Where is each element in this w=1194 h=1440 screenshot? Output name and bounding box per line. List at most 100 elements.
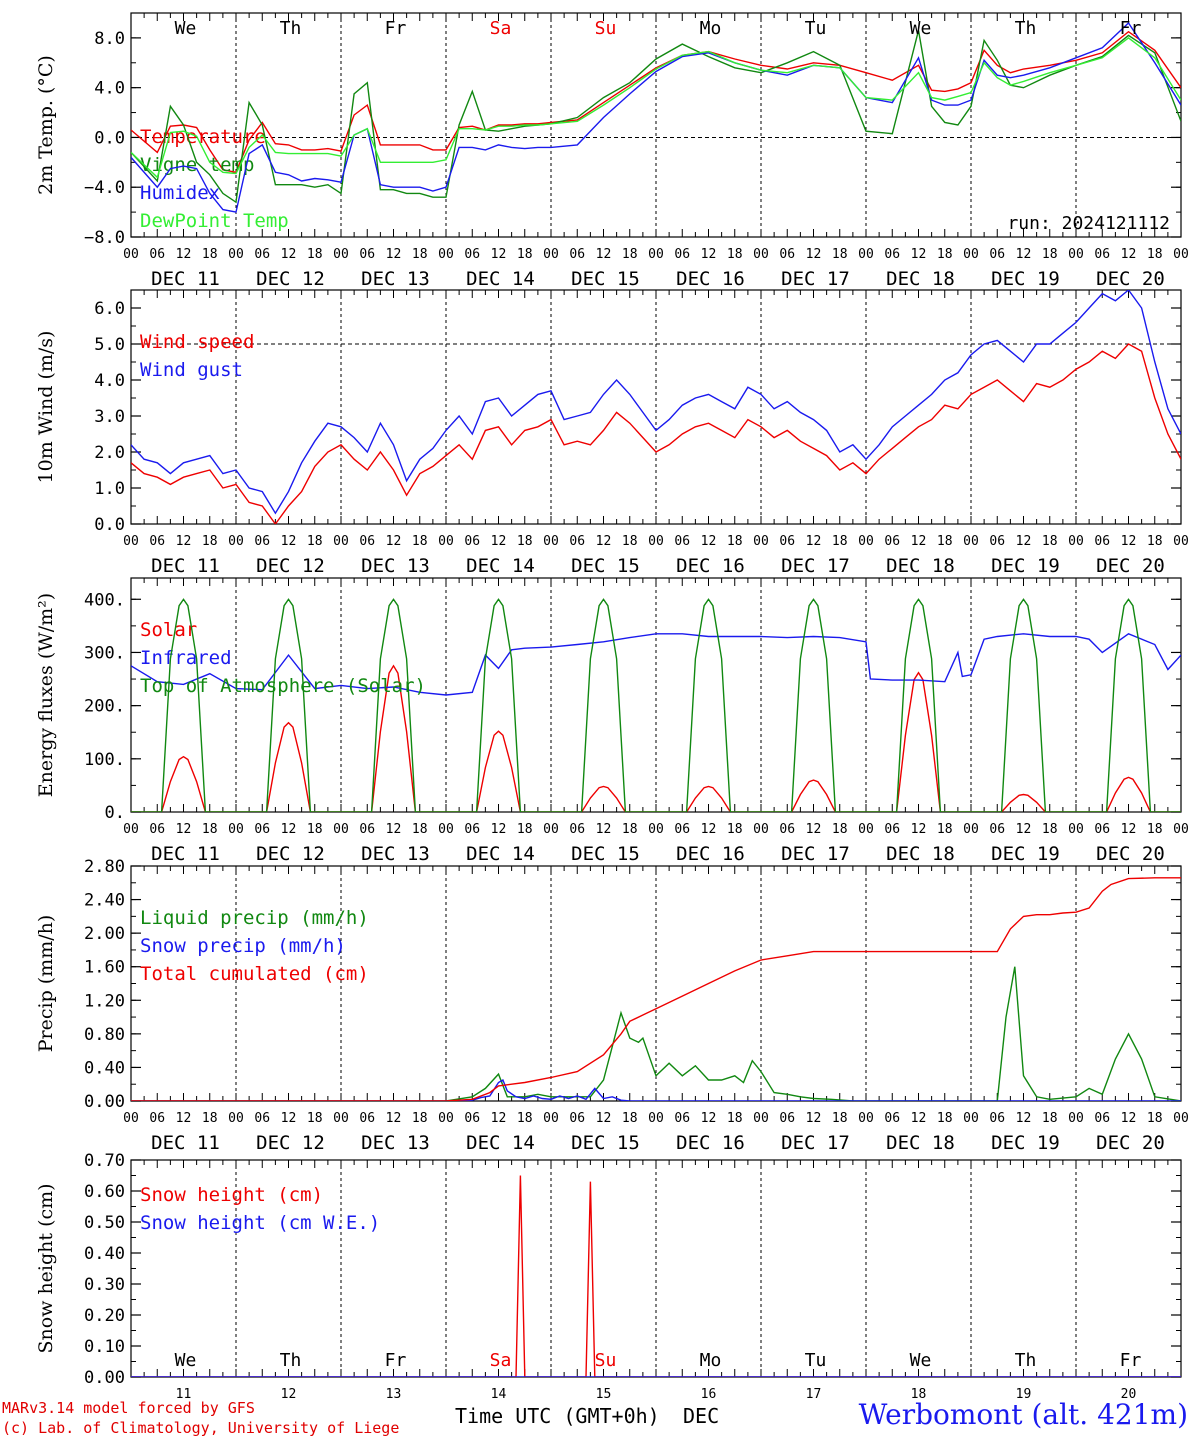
hour-tick-label: 00	[543, 534, 559, 549]
hour-tick-label: 12	[1016, 534, 1032, 549]
hour-tick-label: 12	[911, 534, 927, 549]
date-label: DEC 12	[256, 268, 325, 290]
hour-tick-label: 18	[1147, 247, 1163, 262]
date-label: DEC 12	[256, 1132, 325, 1154]
hour-tick-label: 06	[569, 247, 585, 262]
day-number-label: 19	[1016, 1387, 1032, 1398]
legend-entry: Wind gust	[140, 359, 243, 381]
hour-tick-label: 06	[569, 534, 585, 549]
hour-tick-label: 12	[491, 822, 507, 837]
hour-tick-label: 06	[674, 1111, 690, 1126]
weekday-label: Mo	[700, 1350, 722, 1371]
y-tick-label: 200.	[84, 697, 125, 717]
hour-tick-label: 06	[464, 1111, 480, 1126]
hour-tick-label: 18	[937, 534, 953, 549]
y-tick-label: 0.00	[84, 1368, 125, 1388]
day-number-label: 12	[281, 1387, 297, 1398]
hour-tick-label: 18	[412, 822, 428, 837]
date-label: DEC 12	[256, 843, 325, 865]
hour-tick-label: 18	[412, 534, 428, 549]
hour-tick-label: 06	[779, 1111, 795, 1126]
hour-tick-label: 00	[333, 247, 349, 262]
legend-entry: Wind speed	[140, 331, 254, 353]
hour-tick-label: 18	[307, 247, 323, 262]
hour-tick-label: 00	[1173, 822, 1189, 837]
hour-tick-label: 18	[622, 1111, 638, 1126]
hour-tick-label: 06	[359, 822, 375, 837]
hour-tick-label: 12	[176, 1111, 192, 1126]
y-tick-label: 3.0	[94, 407, 125, 427]
hour-tick-label: 12	[176, 822, 192, 837]
hour-tick-label: 18	[202, 822, 218, 837]
hour-tick-label: 18	[622, 247, 638, 262]
hour-tick-label: 18	[937, 247, 953, 262]
hour-tick-label: 00	[123, 247, 139, 262]
hour-tick-label: 12	[701, 534, 717, 549]
hour-tick-label: 12	[1016, 247, 1032, 262]
lab-credit: (c) Lab. of Climatology, University of L…	[2, 1419, 400, 1437]
weekday-label: We	[175, 1350, 197, 1371]
legend-entry: Liquid precip (mm/h)	[140, 907, 369, 929]
hour-tick-label: 06	[674, 534, 690, 549]
date-label: DEC 18	[886, 1132, 955, 1154]
y-axis-title: Energy fluxes (W/m²)	[35, 593, 57, 797]
hour-tick-label: 18	[307, 822, 323, 837]
hour-tick-label: 18	[1147, 534, 1163, 549]
hour-tick-label: 18	[832, 534, 848, 549]
legend-entry: Snow height (cm)	[140, 1184, 323, 1206]
series-line	[131, 877, 1181, 1101]
month-axis-label: DEC	[683, 1404, 720, 1428]
hour-tick-label: 06	[254, 1111, 270, 1126]
hour-tick-label: 06	[149, 1111, 165, 1126]
y-tick-label: 2.40	[84, 891, 125, 911]
hour-tick-label: 12	[281, 247, 297, 262]
hour-tick-label: 18	[832, 822, 848, 837]
hour-tick-label: 06	[1094, 822, 1110, 837]
hour-tick-label: 18	[1042, 534, 1058, 549]
hour-tick-label: 00	[753, 1111, 769, 1126]
hour-tick-label: 00	[543, 822, 559, 837]
hour-tick-label: 06	[779, 822, 795, 837]
hour-tick-label: 12	[911, 247, 927, 262]
hour-tick-label: 18	[937, 822, 953, 837]
y-axis-title: Snow height (cm)	[35, 1183, 57, 1353]
weekday-label: Fr	[1120, 1350, 1142, 1371]
legend-entry: Temperature	[140, 126, 266, 148]
y-tick-label: 1.0	[94, 479, 125, 499]
hour-tick-label: 18	[832, 1111, 848, 1126]
weekday-label: Fr	[385, 18, 407, 39]
date-label: DEC 15	[571, 555, 640, 577]
panel-frame	[130, 12, 1182, 238]
date-label: DEC 17	[781, 1132, 850, 1154]
date-label: DEC 20	[1096, 1132, 1165, 1154]
legend-entry: Total cumulated (cm)	[140, 963, 369, 985]
hour-tick-label: 12	[701, 822, 717, 837]
date-label: DEC 18	[886, 555, 955, 577]
date-label: DEC 15	[571, 268, 640, 290]
legend-entry: Top of Atmosphere (Solar)	[140, 675, 426, 697]
hour-tick-label: 06	[779, 247, 795, 262]
series-line	[131, 21, 1181, 213]
y-tick-label: 0.80	[84, 1025, 125, 1045]
hour-tick-label: 18	[517, 822, 533, 837]
date-label: DEC 14	[466, 843, 535, 865]
date-label: DEC 11	[151, 268, 220, 290]
hour-tick-label: 18	[307, 1111, 323, 1126]
date-label: DEC 13	[361, 555, 430, 577]
weekday-label: We	[910, 18, 932, 39]
date-label: DEC 14	[466, 268, 535, 290]
date-label: DEC 20	[1096, 843, 1165, 865]
hour-tick-label: 00	[963, 247, 979, 262]
legend-entry: Vigne temp	[140, 154, 254, 176]
weekday-label: Su	[595, 1350, 617, 1371]
series-line	[131, 343, 1181, 524]
hour-tick-label: 12	[1016, 822, 1032, 837]
day-number-label: 18	[911, 1387, 927, 1398]
series-line	[131, 37, 1181, 179]
y-axis-title: 2m Temp. (°C)	[35, 55, 57, 195]
hour-tick-label: 06	[149, 247, 165, 262]
station-label: Werbomont (alt. 421m)	[858, 1398, 1188, 1431]
hour-tick-label: 12	[806, 822, 822, 837]
hour-tick-label: 12	[1121, 1111, 1137, 1126]
weekday-label: Tu	[805, 1350, 827, 1371]
